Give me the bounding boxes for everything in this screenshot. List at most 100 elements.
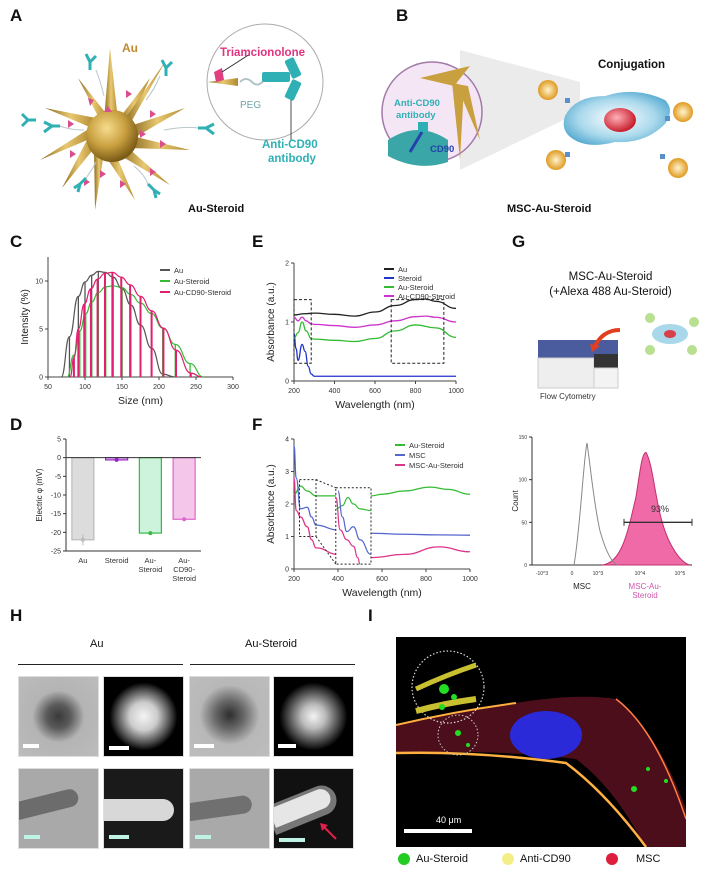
svg-text:Au-Steroid: Au-Steroid xyxy=(174,277,209,286)
h-group-au-rule xyxy=(18,664,183,665)
svg-text:Absorbance (a.u.): Absorbance (a.u.) xyxy=(266,282,277,362)
svg-text:Au-Steroid: Au-Steroid xyxy=(409,441,444,450)
svg-text:Intensity (%): Intensity (%) xyxy=(20,289,31,345)
tem-au-steroid-overview xyxy=(189,676,270,757)
svg-text:-15: -15 xyxy=(51,511,61,518)
svg-text:2: 2 xyxy=(285,502,289,509)
red-dot-icon xyxy=(606,853,618,866)
scale-bar xyxy=(279,838,305,842)
antibody-icons xyxy=(20,53,215,199)
svg-text:0: 0 xyxy=(39,375,43,382)
yellow-dot-icon xyxy=(502,853,514,866)
svg-text:10: 10 xyxy=(35,279,43,286)
svg-text:Au: Au xyxy=(78,556,87,565)
scale-bar xyxy=(278,744,296,748)
panel-b-caption: MSC-Au-Steroid xyxy=(507,203,592,215)
svg-text:Au-: Au- xyxy=(145,556,157,565)
svg-text:150: 150 xyxy=(116,384,128,391)
svg-text:1: 1 xyxy=(285,534,289,541)
svg-text:Anti-CD90: Anti-CD90 xyxy=(262,139,318,151)
svg-text:5: 5 xyxy=(57,437,61,444)
svg-text:Steroid: Steroid xyxy=(138,565,162,574)
gold-nanostar-spikes xyxy=(40,48,190,210)
flow-cytometer-illustration xyxy=(537,313,699,389)
svg-text:Wavelength (nm): Wavelength (nm) xyxy=(335,399,415,411)
h-group-au-steroid-rule xyxy=(190,664,355,665)
svg-text:Anti-CD90: Anti-CD90 xyxy=(394,98,440,109)
legend-au-steroid: Au-Steroid xyxy=(398,853,468,866)
green-dot-icon xyxy=(398,853,410,866)
svg-text:600: 600 xyxy=(369,388,381,395)
svg-text:200: 200 xyxy=(153,384,165,391)
svg-text:MSC: MSC xyxy=(573,582,591,591)
stem-au-tip xyxy=(103,768,184,849)
svg-text:Wavelength (nm): Wavelength (nm) xyxy=(342,587,422,599)
svg-text:0: 0 xyxy=(524,563,527,569)
svg-text:Steroid: Steroid xyxy=(172,574,196,583)
svg-text:-20: -20 xyxy=(51,530,61,537)
svg-text:200: 200 xyxy=(288,388,300,395)
zoom-inset-circle xyxy=(411,650,485,724)
svg-text:0: 0 xyxy=(285,567,289,574)
svg-text:Au: Au xyxy=(174,266,183,275)
scale-bar xyxy=(194,744,214,748)
svg-text:Au: Au xyxy=(398,265,407,274)
svg-text:0: 0 xyxy=(57,455,61,462)
legend-anti-cd90: Anti-CD90 xyxy=(502,853,571,866)
nucleus xyxy=(510,711,582,759)
stem-au-steroid-overview xyxy=(273,676,354,757)
h-group-au-steroid: Au-Steroid xyxy=(245,638,297,650)
svg-text:50: 50 xyxy=(521,520,527,526)
svg-text:2: 2 xyxy=(285,261,289,268)
svg-text:Triamcionolone: Triamcionolone xyxy=(220,47,305,59)
svg-text:10^4: 10^4 xyxy=(635,571,646,577)
svg-text:MSC-Au-Steroid: MSC-Au-Steroid xyxy=(409,461,464,470)
chart-e-absorbance: 200 400 600 800 1000 0 1 2 Wavelength (nm) Absorb… xyxy=(266,261,464,412)
scale-bar xyxy=(109,746,129,750)
panel-a-caption: Au-Steroid xyxy=(188,203,245,215)
svg-text:Steroid: Steroid xyxy=(398,274,422,283)
scale-bar xyxy=(109,835,129,839)
panel-c-letter: C xyxy=(10,232,23,251)
nanostar-icons xyxy=(538,80,693,178)
triamcinolone-tags xyxy=(68,90,166,188)
svg-text:600: 600 xyxy=(376,576,388,583)
stem-au-steroid-tip xyxy=(273,768,354,849)
stem-au-overview xyxy=(103,676,184,757)
svg-text:Steroid: Steroid xyxy=(632,591,657,600)
svg-text:400: 400 xyxy=(329,388,341,395)
svg-text:93%: 93% xyxy=(651,504,669,514)
svg-text:MSC: MSC xyxy=(409,451,426,460)
svg-text:PEG: PEG xyxy=(240,100,261,111)
svg-text:100: 100 xyxy=(519,478,528,484)
scale-bar xyxy=(404,829,472,833)
svg-text:100: 100 xyxy=(79,384,91,391)
svg-text:400: 400 xyxy=(332,576,344,583)
svg-text:-25: -25 xyxy=(51,549,61,556)
svg-text:Au-CD90-Steroid: Au-CD90-Steroid xyxy=(174,288,231,297)
svg-text:800: 800 xyxy=(410,388,422,395)
chart-g-flow-histogram: 0 50 100 150 -10^3 0 10^3 10^4 10^5 93% Count MSC MS… xyxy=(511,435,693,600)
svg-text:0: 0 xyxy=(571,571,574,577)
svg-text:antibody: antibody xyxy=(268,153,317,165)
cell-nucleus xyxy=(604,108,636,132)
svg-text:Au-Steroid: Au-Steroid xyxy=(398,283,433,292)
zoom-region-circle xyxy=(437,714,479,756)
svg-text:CD90-: CD90- xyxy=(173,565,195,574)
panel-h-letter: H xyxy=(10,606,23,625)
svg-text:CD90: CD90 xyxy=(430,144,454,155)
svg-text:-10: -10 xyxy=(51,493,61,500)
svg-text:MSC-Au-: MSC-Au- xyxy=(629,582,662,591)
svg-text:-5: -5 xyxy=(55,474,61,481)
svg-text:200: 200 xyxy=(288,576,300,583)
scale-bar xyxy=(24,835,40,839)
svg-text:300: 300 xyxy=(227,384,239,391)
panel-a-letter: A xyxy=(10,6,23,25)
panel-g-letter: G xyxy=(512,232,526,251)
svg-text:Count: Count xyxy=(511,490,520,512)
svg-text:5: 5 xyxy=(39,327,43,334)
svg-text:Electric φ (mV): Electric φ (mV) xyxy=(35,468,44,522)
chart-c-size-distribution: 50 100 150 200 250 300 0 5 10 Size (nm) Intensity … xyxy=(20,257,239,407)
au-label: Au xyxy=(122,41,138,55)
panel-b-illustration: Anti-CD90 antibody CD90 Conjugation xyxy=(381,50,693,178)
